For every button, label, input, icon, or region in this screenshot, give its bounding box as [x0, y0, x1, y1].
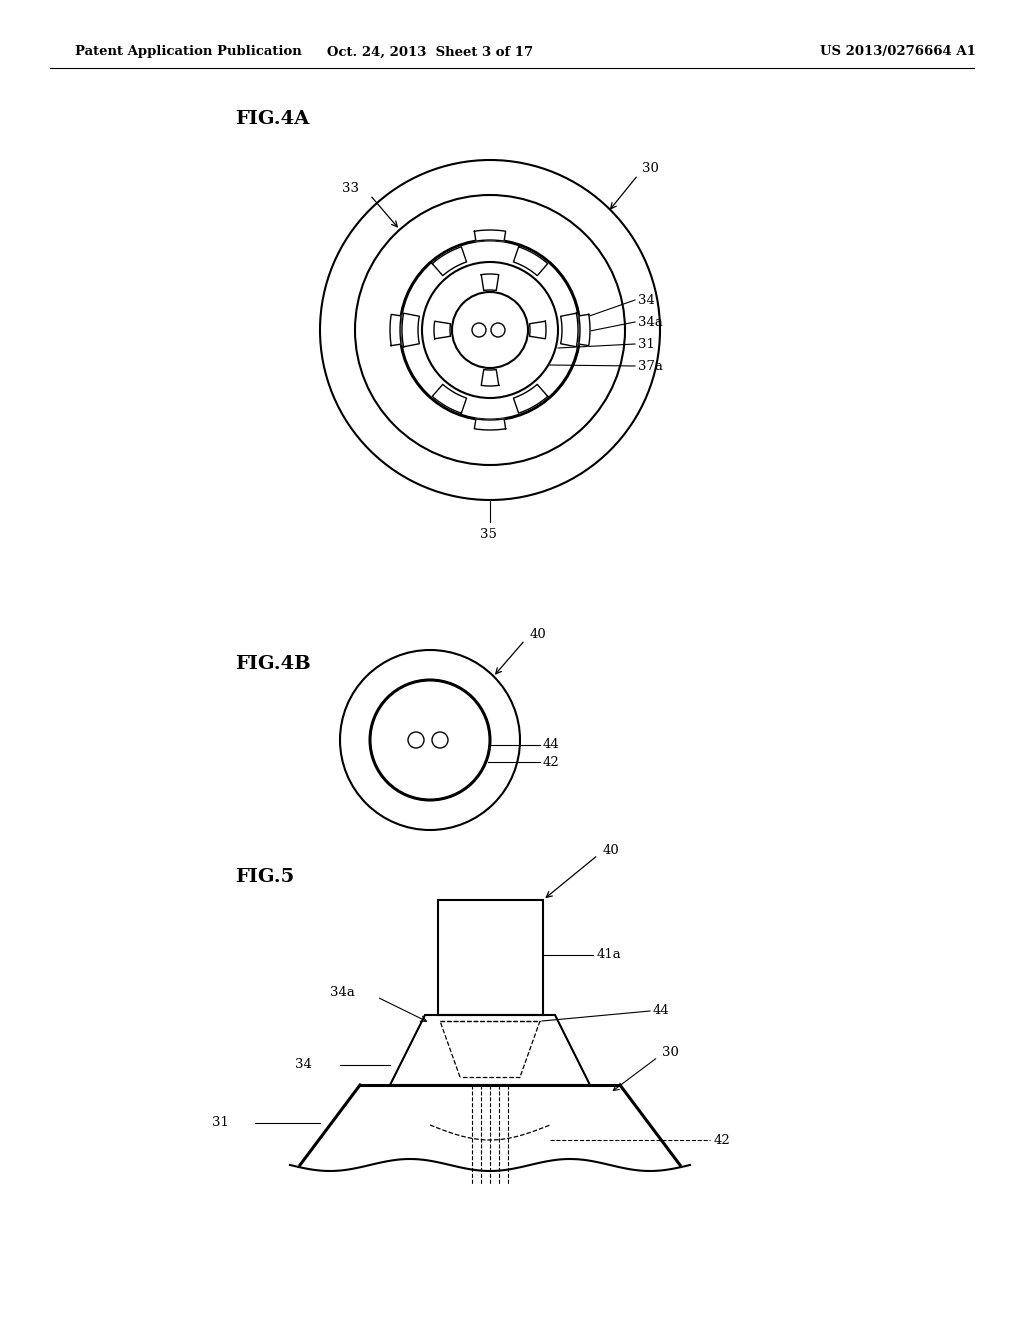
Polygon shape	[432, 247, 467, 276]
Text: 42: 42	[714, 1134, 731, 1147]
Text: Patent Application Publication: Patent Application Publication	[75, 45, 302, 58]
Text: 42: 42	[543, 755, 560, 768]
Polygon shape	[402, 313, 419, 347]
Text: 34: 34	[638, 293, 655, 306]
Polygon shape	[529, 321, 546, 339]
Text: 31: 31	[638, 338, 655, 351]
Text: 35: 35	[480, 528, 497, 540]
Text: 44: 44	[653, 1005, 670, 1018]
Text: 40: 40	[603, 843, 620, 857]
Polygon shape	[474, 230, 506, 242]
Text: 40: 40	[530, 627, 547, 640]
Bar	[438, 900, 543, 1015]
Text: 30: 30	[662, 1047, 679, 1060]
Polygon shape	[474, 418, 506, 430]
Polygon shape	[513, 247, 548, 276]
Polygon shape	[390, 314, 401, 346]
Text: FIG.5: FIG.5	[234, 869, 294, 886]
Text: 30: 30	[642, 161, 658, 174]
Text: 31: 31	[212, 1117, 229, 1130]
Polygon shape	[513, 384, 548, 413]
Text: 34: 34	[295, 1059, 312, 1072]
Text: FIG.4B: FIG.4B	[234, 655, 310, 673]
Text: US 2013/0276664 A1: US 2013/0276664 A1	[820, 45, 976, 58]
Polygon shape	[481, 275, 499, 290]
Polygon shape	[561, 313, 578, 347]
Text: Oct. 24, 2013  Sheet 3 of 17: Oct. 24, 2013 Sheet 3 of 17	[327, 45, 534, 58]
Text: 37a: 37a	[638, 359, 663, 372]
Text: 34a: 34a	[330, 986, 355, 999]
Polygon shape	[579, 314, 590, 346]
Text: FIG.4A: FIG.4A	[234, 110, 309, 128]
Polygon shape	[434, 321, 451, 339]
Polygon shape	[481, 370, 499, 385]
Text: 33: 33	[342, 181, 359, 194]
Text: 44: 44	[543, 738, 560, 751]
Polygon shape	[432, 384, 467, 413]
Text: 41a: 41a	[597, 949, 622, 961]
Text: 34a: 34a	[638, 315, 663, 329]
